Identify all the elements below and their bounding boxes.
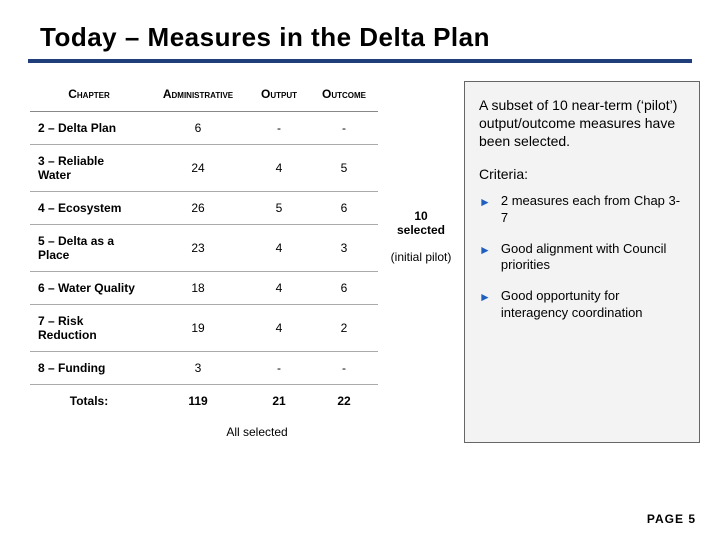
criteria-label: Criteria: bbox=[479, 165, 685, 183]
table-row: 3 – Reliable Water 24 4 5 bbox=[30, 145, 378, 192]
cell-outcome: - bbox=[310, 112, 378, 145]
selected-label: selected bbox=[397, 223, 445, 237]
criteria-item: ► Good alignment with Council priorities bbox=[479, 241, 685, 275]
criteria-text: Good opportunity for interagency coordin… bbox=[501, 288, 685, 322]
mid-annotations: 10 selected (initial pilot) bbox=[378, 81, 464, 443]
sidebox-intro: A subset of 10 near-term (‘pilot’) outpu… bbox=[479, 96, 685, 151]
selected-count: 10 bbox=[414, 209, 427, 223]
col-output: Output bbox=[248, 81, 310, 112]
totals-output: 21 bbox=[248, 385, 310, 418]
table-row: 7 – Risk Reduction 19 4 2 bbox=[30, 305, 378, 352]
table-row: 2 – Delta Plan 6 - - bbox=[30, 112, 378, 145]
cell-output: - bbox=[248, 112, 310, 145]
table-row: 6 – Water Quality 18 4 6 bbox=[30, 272, 378, 305]
cell-chapter: 8 – Funding bbox=[30, 352, 148, 385]
cell-admin: 23 bbox=[148, 225, 248, 272]
table-totals-row: Totals: 119 21 22 bbox=[30, 385, 378, 418]
page-number: PAGE 5 bbox=[647, 512, 696, 526]
all-selected-note: All selected bbox=[148, 425, 366, 439]
cell-admin: 18 bbox=[148, 272, 248, 305]
selected-count-block: 10 selected bbox=[378, 209, 464, 238]
table-row: 8 – Funding 3 - - bbox=[30, 352, 378, 385]
table-row: 5 – Delta as a Place 23 4 3 bbox=[30, 225, 378, 272]
cell-chapter: 4 – Ecosystem bbox=[30, 192, 148, 225]
criteria-item: ► 2 measures each from Chap 3-7 bbox=[479, 193, 685, 227]
cell-output: - bbox=[248, 352, 310, 385]
initial-pilot-note: (initial pilot) bbox=[378, 250, 464, 264]
criteria-sidebox: A subset of 10 near-term (‘pilot’) outpu… bbox=[464, 81, 700, 443]
totals-outcome: 22 bbox=[310, 385, 378, 418]
table-row: 4 – Ecosystem 26 5 6 bbox=[30, 192, 378, 225]
arrow-icon: ► bbox=[479, 290, 491, 306]
cell-output: 4 bbox=[248, 272, 310, 305]
col-administrative: Administrative bbox=[148, 81, 248, 112]
criteria-text: Good alignment with Council priorities bbox=[501, 241, 685, 275]
cell-outcome: 5 bbox=[310, 145, 378, 192]
content-area: Chapter Administrative Output Outcome 2 … bbox=[0, 63, 720, 443]
cell-admin: 6 bbox=[148, 112, 248, 145]
cell-chapter: 5 – Delta as a Place bbox=[30, 225, 148, 272]
criteria-item: ► Good opportunity for interagency coord… bbox=[479, 288, 685, 322]
criteria-text: 2 measures each from Chap 3-7 bbox=[501, 193, 685, 227]
cell-outcome: 6 bbox=[310, 192, 378, 225]
col-outcome: Outcome bbox=[310, 81, 378, 112]
cell-outcome: 3 bbox=[310, 225, 378, 272]
cell-output: 4 bbox=[248, 305, 310, 352]
cell-chapter: 6 – Water Quality bbox=[30, 272, 148, 305]
criteria-list: ► 2 measures each from Chap 3-7 ► Good a… bbox=[479, 193, 685, 322]
cell-admin: 3 bbox=[148, 352, 248, 385]
measures-table: Chapter Administrative Output Outcome 2 … bbox=[30, 81, 378, 417]
arrow-icon: ► bbox=[479, 195, 491, 211]
cell-chapter: 3 – Reliable Water bbox=[30, 145, 148, 192]
cell-outcome: 2 bbox=[310, 305, 378, 352]
totals-label: Totals: bbox=[30, 385, 148, 418]
cell-output: 5 bbox=[248, 192, 310, 225]
measures-table-wrap: Chapter Administrative Output Outcome 2 … bbox=[30, 81, 378, 443]
totals-admin: 119 bbox=[148, 385, 248, 418]
cell-chapter: 2 – Delta Plan bbox=[30, 112, 148, 145]
cell-admin: 24 bbox=[148, 145, 248, 192]
cell-outcome: 6 bbox=[310, 272, 378, 305]
arrow-icon: ► bbox=[479, 243, 491, 259]
slide-title: Today – Measures in the Delta Plan bbox=[0, 0, 720, 59]
table-header-row: Chapter Administrative Output Outcome bbox=[30, 81, 378, 112]
cell-chapter: 7 – Risk Reduction bbox=[30, 305, 148, 352]
cell-admin: 19 bbox=[148, 305, 248, 352]
col-chapter: Chapter bbox=[30, 81, 148, 112]
cell-outcome: - bbox=[310, 352, 378, 385]
cell-admin: 26 bbox=[148, 192, 248, 225]
cell-output: 4 bbox=[248, 145, 310, 192]
cell-output: 4 bbox=[248, 225, 310, 272]
